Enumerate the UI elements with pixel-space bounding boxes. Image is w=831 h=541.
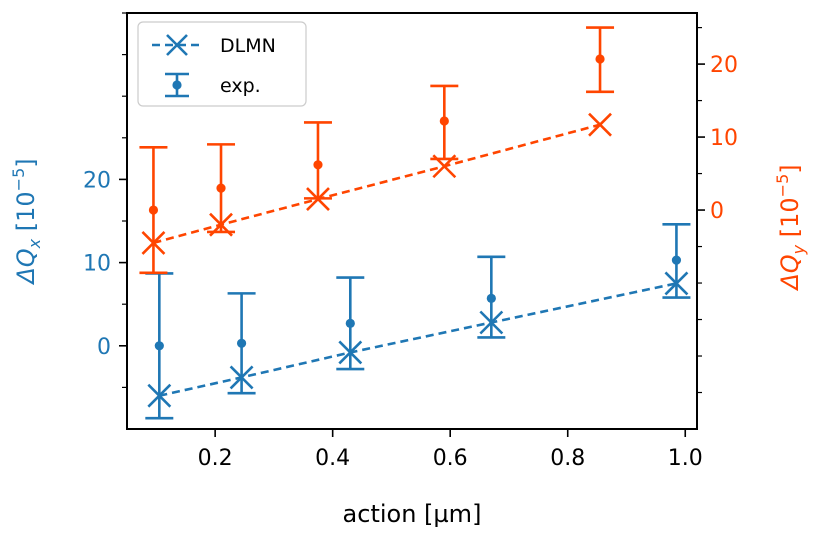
- data-point-right-experiment-4: [595, 54, 605, 64]
- data-point-left-experiment-4: [671, 255, 682, 265]
- axes: 0.2 0.4 0.6 0.8 1.0 0 10 20 0 10 20: [83, 12, 738, 471]
- data-point-right-experiment-3: [439, 116, 449, 126]
- y-right-tick-label-1: 10: [710, 126, 738, 151]
- series-right-experiment: [139, 26, 615, 275]
- y-left-tick-label-1: 10: [83, 252, 111, 277]
- y-axis-right-label-unit-open: [10: [776, 197, 804, 237]
- data-point-right-experiment-0: [148, 205, 159, 215]
- legend-label-dlmn: DLMN: [220, 35, 276, 57]
- y-axis-left-label-main: ΔQ: [12, 248, 40, 285]
- y-axis-right-label-exponent: −5: [773, 174, 792, 198]
- y-left-tick-label-2: 20: [83, 168, 111, 193]
- x-tick-label-1: 0.4: [315, 446, 350, 471]
- data-point-right-experiment-2: [313, 160, 323, 170]
- x-tick-label-2: 0.6: [433, 446, 468, 471]
- y-axis-left-label-exponent: −5: [9, 168, 28, 192]
- legend-items: DLMN exp.: [152, 34, 276, 98]
- legend: DLMN exp.: [137, 21, 307, 107]
- model-x-marker-right-model-4: [588, 112, 612, 137]
- y-axis-right-label-unit: [10: [776, 197, 804, 245]
- x-axis-label: action [µm]: [343, 500, 482, 528]
- y-left-tick-label-0: 0: [97, 335, 111, 360]
- y-axis-left-label-subscript: x: [25, 238, 44, 249]
- y-axis-right-label-main: ΔQ: [776, 254, 804, 291]
- y-axis-right-label-unit-close: ]: [776, 164, 804, 173]
- x-tick-label-0: 0.2: [198, 446, 233, 471]
- y-axis-right-label-subscript: y: [789, 244, 808, 255]
- legend-marker-dlmn: [166, 34, 188, 56]
- chart-marks: [139, 26, 691, 420]
- y-right-tick-label-0: 0: [710, 199, 724, 224]
- y-axis-left-label: ΔQx [10−5]: [9, 158, 44, 285]
- data-point-left-experiment-0: [154, 341, 164, 351]
- data-point-left-experiment-1: [236, 338, 247, 348]
- legend-marker-exp: [172, 80, 182, 90]
- y-axis-left-label-unit-open: [10: [12, 191, 40, 231]
- y-axis-left-label-unit-close: ]: [12, 158, 40, 167]
- data-point-left-experiment-3: [486, 293, 496, 303]
- data-point-right-experiment-1: [216, 183, 226, 193]
- data-point-left-experiment-2: [345, 318, 355, 328]
- x-tick-label-3: 0.8: [550, 446, 585, 471]
- y-axis-left-label-unit: [10: [12, 191, 40, 239]
- y-right-tick-label-2: 20: [710, 53, 738, 78]
- legend-label-exp: exp.: [220, 75, 261, 97]
- x-tick-label-4: 1.0: [668, 446, 703, 471]
- y-axis-right-label: ΔQy [10−5]: [773, 164, 808, 291]
